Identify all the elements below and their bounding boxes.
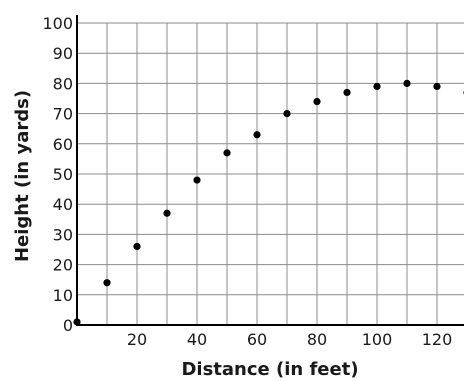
x-axis-ticks: 20 40 60 80 100 120 bbox=[127, 330, 452, 349]
grid bbox=[77, 22, 464, 325]
data-point bbox=[313, 97, 321, 106]
y-axis-ticks: 0 10 20 30 40 50 60 70 80 90 100 bbox=[42, 14, 73, 335]
x-tick-label: 80 bbox=[307, 330, 327, 349]
axes bbox=[76, 15, 464, 326]
data-points bbox=[73, 79, 464, 326]
y-tick-label: 70 bbox=[53, 105, 73, 124]
y-tick-label: 50 bbox=[53, 165, 73, 184]
x-tick-label: 100 bbox=[362, 330, 393, 349]
data-point bbox=[283, 110, 291, 118]
x-axis-title: Distance (in feet) bbox=[181, 359, 358, 380]
data-point bbox=[373, 82, 381, 91]
data-point bbox=[133, 242, 141, 251]
data-point bbox=[103, 279, 111, 287]
data-point bbox=[163, 209, 171, 217]
x-tick-label: 60 bbox=[247, 330, 267, 349]
y-axis-title: Height (in yards) bbox=[12, 90, 33, 262]
y-tick-label: 10 bbox=[53, 286, 73, 305]
y-tick-label: 60 bbox=[53, 135, 73, 154]
data-point bbox=[403, 79, 411, 87]
data-point bbox=[343, 88, 351, 97]
data-point bbox=[433, 82, 441, 91]
y-tick-label: 30 bbox=[53, 225, 73, 244]
y-tick-label: 100 bbox=[42, 14, 73, 33]
y-tick-label: 90 bbox=[53, 44, 73, 63]
y-tick-label: 80 bbox=[53, 74, 73, 93]
x-tick-label: 20 bbox=[127, 330, 147, 349]
data-point bbox=[253, 131, 261, 139]
x-tick-label: 120 bbox=[422, 330, 453, 349]
data-point bbox=[193, 176, 201, 184]
x-tick-label: 40 bbox=[187, 330, 207, 349]
y-tick-label: 40 bbox=[53, 195, 73, 214]
data-point bbox=[223, 149, 231, 157]
y-tick-label: 0 bbox=[63, 316, 73, 335]
data-point bbox=[73, 318, 81, 326]
y-tick-label: 20 bbox=[53, 256, 73, 275]
